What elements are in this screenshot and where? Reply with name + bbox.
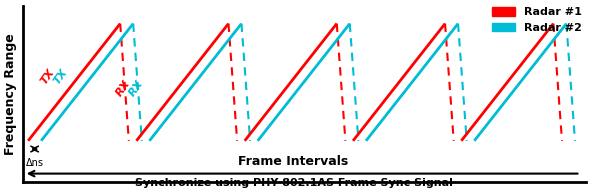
Text: RX: RX — [114, 78, 133, 98]
Text: TX: TX — [52, 67, 70, 86]
Text: Synchronize using PHY 802.1AS Frame Sync Signal: Synchronize using PHY 802.1AS Frame Sync… — [135, 178, 453, 188]
Legend: Radar #1, Radar #2: Radar #1, Radar #2 — [488, 3, 586, 37]
Text: Δns: Δns — [25, 158, 44, 168]
Text: TX: TX — [39, 67, 57, 86]
Text: Frame Intervals: Frame Intervals — [238, 155, 349, 168]
Text: RX: RX — [127, 78, 146, 98]
Y-axis label: Frequency Range: Frequency Range — [4, 33, 17, 155]
